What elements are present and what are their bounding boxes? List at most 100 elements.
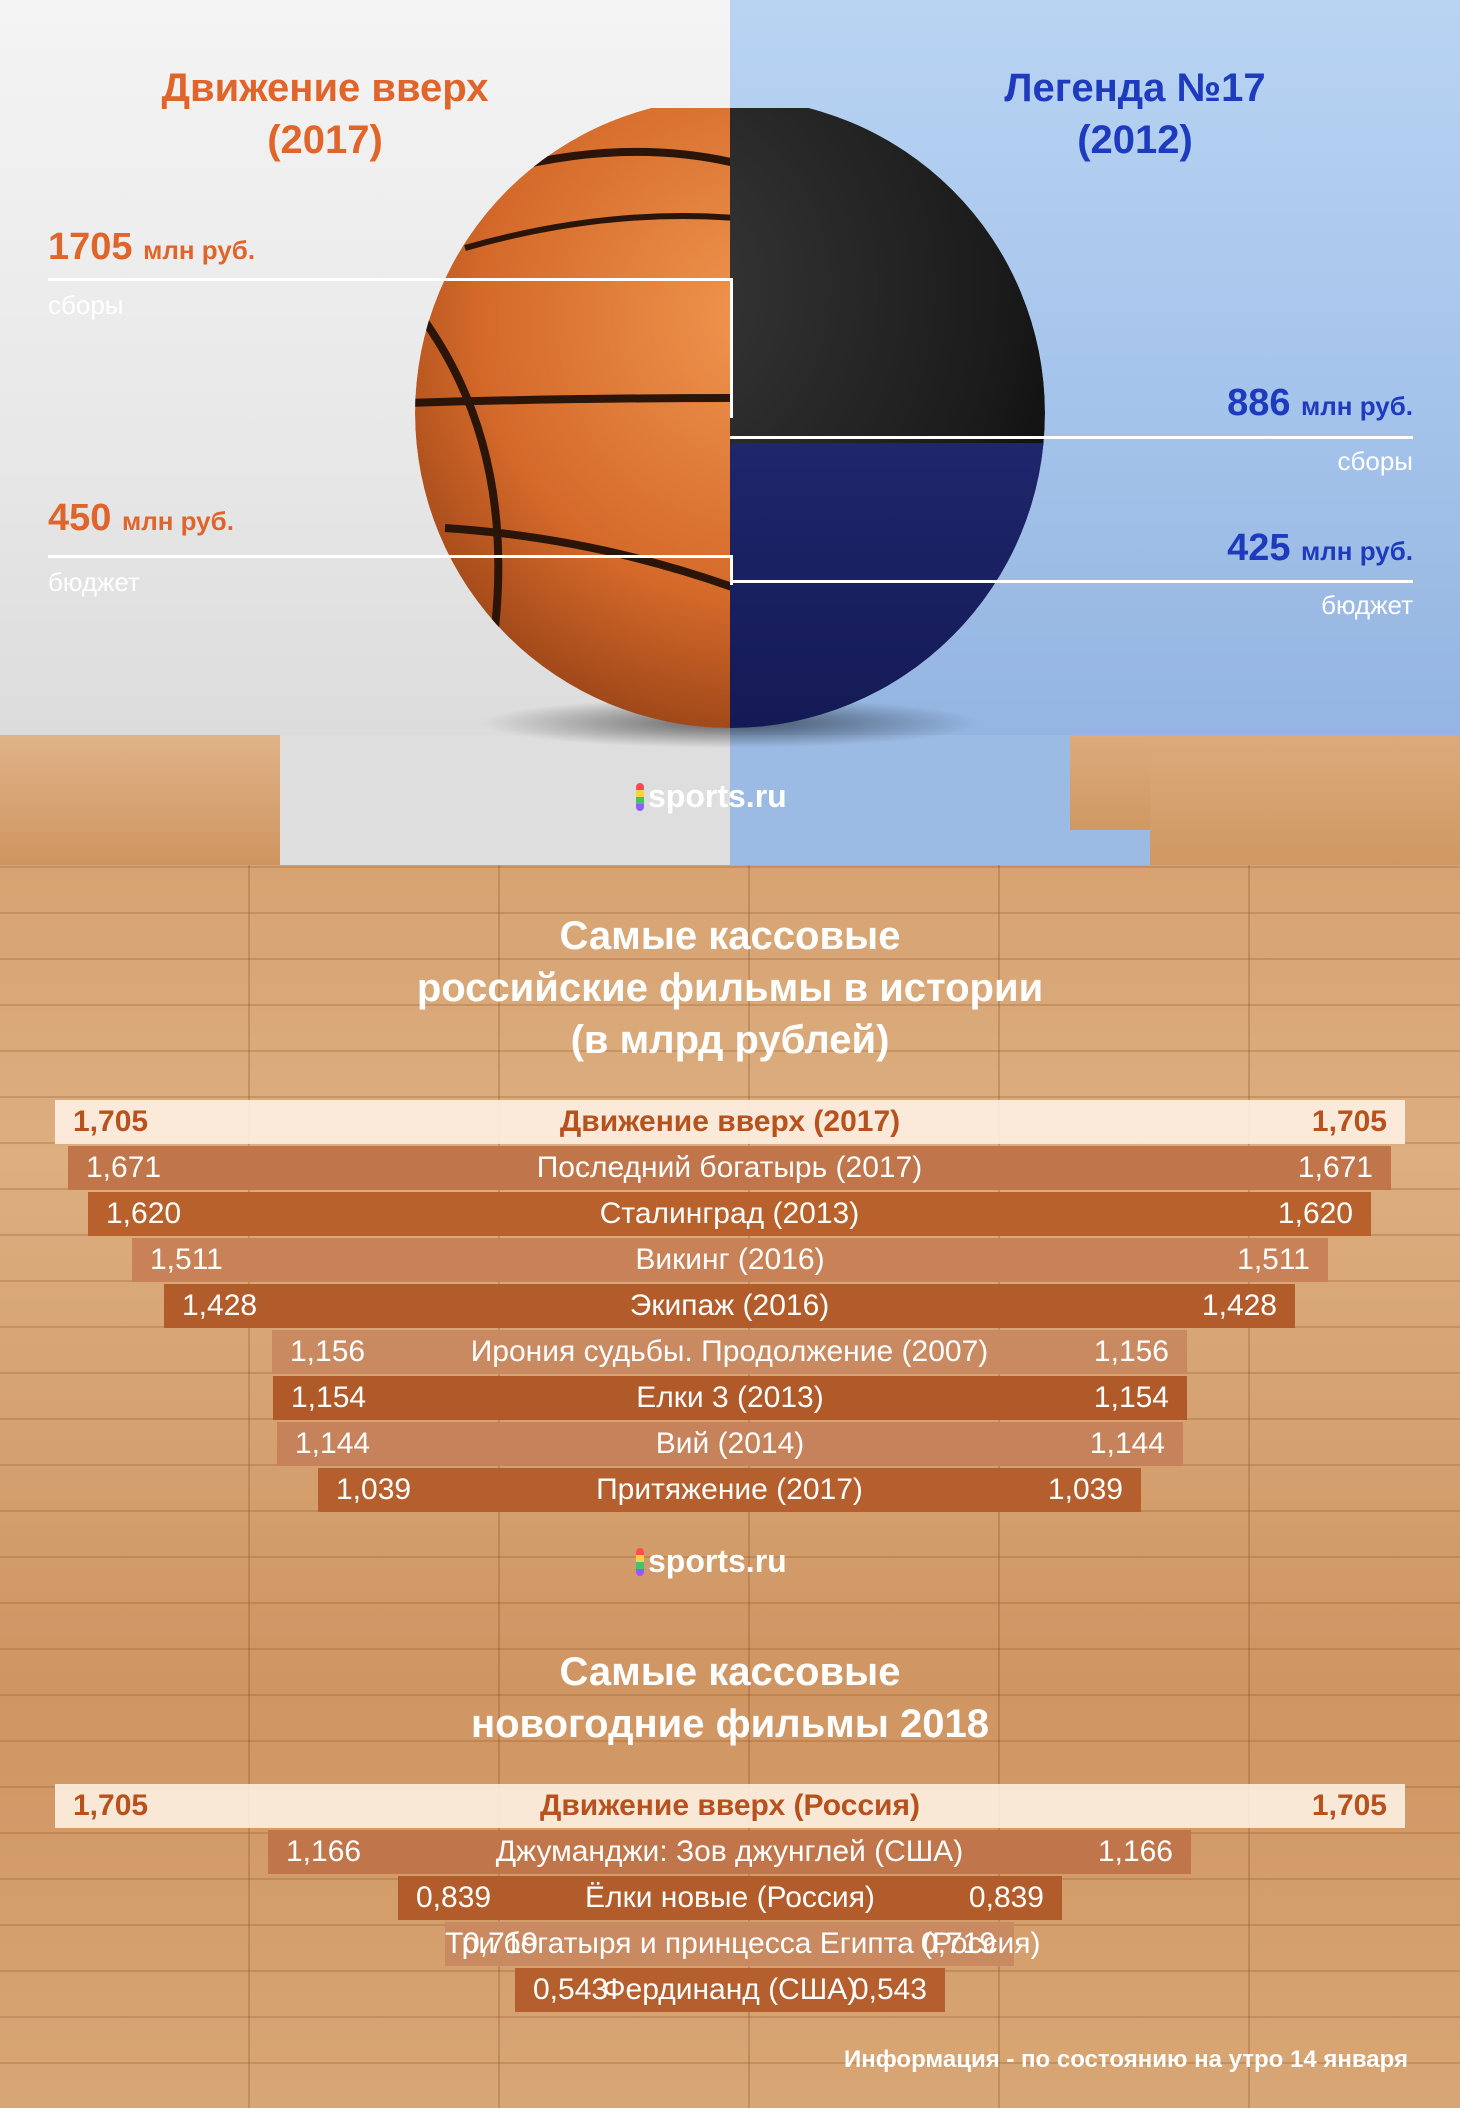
right-panel-lower [730, 735, 1070, 865]
left-box-office-label: сборы [48, 290, 124, 320]
chart-bar: Три богатыря и принцесса Египта (Россия)… [445, 1922, 1041, 1966]
bar-value-left: 1,620 [106, 1197, 182, 1230]
right-box-office: 886 млн руб. [1227, 382, 1413, 425]
floor-notch-right [1150, 735, 1460, 865]
sports-ru-logo: sports.ru [636, 778, 787, 815]
chart1-title: Самые кассовые российские фильмы в истор… [0, 910, 1460, 1066]
chart2-title: Самые кассовые новогодние фильмы 2018 [0, 1646, 1460, 1750]
right-box-office-value: 886 [1227, 382, 1291, 424]
bar-value-right: 1,428 [1201, 1289, 1277, 1322]
footnote: Информация - по состоянию на утро 14 янв… [843, 2046, 1408, 2073]
left-film-title: Движение вверх (2017) [25, 62, 625, 166]
bar-value-right: 0,719 [920, 1927, 996, 1960]
left-budget-label: бюджет [48, 567, 140, 597]
bar-value-left: 0,839 [416, 1881, 492, 1914]
chart2-title-line2: новогодние фильмы 2018 [470, 1702, 990, 1746]
logo-text-2: sports.ru [648, 1543, 787, 1579]
chart1-title-line1: Самые кассовые [559, 914, 901, 958]
right-film-title: Легенда №17 (2012) [835, 62, 1435, 166]
bar-value-left: 1,511 [150, 1243, 223, 1276]
bar-value-right: 1,144 [1089, 1427, 1165, 1460]
right-box-office-label: сборы [1337, 446, 1414, 476]
left-box-office-vline [730, 278, 733, 418]
bar-category-label: Притяжение (2017) [596, 1473, 863, 1506]
left-box-office-line [48, 278, 733, 281]
bar-category-label: Экипаж (2016) [629, 1289, 830, 1322]
right-budget-label: бюджет [1321, 590, 1413, 620]
bar-value-right: 1,705 [1311, 1105, 1387, 1138]
bar-category-label: Сталинград (2013) [599, 1197, 860, 1230]
chart-bar: Последний богатырь (2017) 1,671 1,671 [68, 1146, 1391, 1190]
right-film-title-line1: Легенда №17 [1004, 66, 1266, 110]
left-box-office-unit: млн руб. [143, 235, 256, 265]
bar-category-label: Три богатыря и принцесса Египта (Россия) [445, 1927, 1041, 1960]
logo-text: sports.ru [648, 778, 787, 814]
left-box-office-value: 1705 [48, 226, 133, 268]
bar-value-left: 0,543 [533, 1973, 609, 2006]
left-panel-lower [280, 735, 730, 865]
chart-bar: Движение вверх (2017) 1,705 1,705 [55, 1100, 1405, 1144]
bar-category-label: Ирония судьбы. Продолжение (2007) [470, 1335, 989, 1368]
floor-notch-left [0, 735, 280, 865]
left-box-office: 1705 млн руб. [48, 226, 255, 269]
bar-category-label: Джуманджи: Зов джунглей (США) [495, 1835, 964, 1868]
left-budget-line [48, 555, 733, 558]
chart-bar: Викинг (2016) 1,511 1,511 [132, 1238, 1328, 1282]
chart-bar: Фердинанд (США) 0,543 0,543 [515, 1968, 945, 2012]
bar-value-right: 1,511 [1237, 1243, 1310, 1276]
bar-category-label: Фердинанд (США) [602, 1973, 858, 2006]
chart-bar: Вий (2014) 1,144 1,144 [277, 1422, 1183, 1466]
chart-bar: Ирония судьбы. Продолжение (2007) 1,156 1,… [272, 1330, 1187, 1374]
logo-dots-icon-2 [636, 1548, 644, 1576]
right-budget-value: 425 [1227, 527, 1291, 569]
chart-bar: Джуманджи: Зов джунглей (США) 1,166 1,166 [268, 1830, 1191, 1874]
bar-value-right: 1,620 [1277, 1197, 1353, 1230]
right-budget-unit: млн руб. [1301, 536, 1413, 566]
bar-value-left: 1,705 [73, 1105, 149, 1138]
right-budget-line [730, 580, 1413, 583]
left-film-title-line2: (2017) [267, 118, 383, 162]
bar-category-label: Викинг (2016) [635, 1243, 825, 1276]
left-budget-vline [730, 555, 733, 585]
right-film-title-line2: (2012) [1077, 118, 1193, 162]
left-budget: 450 млн руб. [48, 497, 234, 540]
bar-value-left: 1,166 [286, 1835, 362, 1868]
chart-bar: Елки 3 (2013) 1,154 1,154 [273, 1376, 1187, 1420]
chart-bar: Движение вверх (Россия) 1,705 1,705 [55, 1784, 1405, 1828]
chart-bar: Ёлки новые (Россия) 0,839 0,839 [398, 1876, 1062, 1920]
bar-category-label: Ёлки новые (Россия) [585, 1881, 875, 1914]
bar-value-left: 1,154 [291, 1381, 367, 1414]
bar-value-right: 0,543 [851, 1973, 927, 2006]
right-budget: 425 млн руб. [1227, 527, 1413, 570]
right-panel-lower-step [1070, 830, 1150, 865]
bar-value-right: 1,039 [1047, 1473, 1123, 1506]
left-budget-value: 450 [48, 497, 112, 539]
floor-notch-right-step [1070, 735, 1150, 830]
right-box-office-line [730, 436, 1413, 439]
bar-category-label: Последний богатырь (2017) [536, 1151, 923, 1184]
bar-category-label: Движение вверх (2017) [559, 1105, 901, 1138]
bar-value-left: 1,144 [295, 1427, 371, 1460]
chart-bar: Экипаж (2016) 1,428 1,428 [164, 1284, 1295, 1328]
bar-value-left: 1,671 [86, 1151, 162, 1184]
bar-value-left: 1,156 [290, 1335, 366, 1368]
left-budget-unit: млн руб. [121, 506, 234, 536]
chart-bar: Притяжение (2017) 1,039 1,039 [318, 1468, 1141, 1512]
bar-value-right: 1,705 [1311, 1789, 1387, 1822]
bar-value-right: 1,154 [1093, 1381, 1169, 1414]
bar-value-right: 1,156 [1093, 1335, 1169, 1368]
bar-value-right: 1,671 [1297, 1151, 1373, 1184]
bar-value-left: 0,719 [463, 1927, 539, 1960]
bar-value-left: 1,039 [336, 1473, 412, 1506]
bar-value-right: 1,166 [1097, 1835, 1173, 1868]
bar-value-right: 0,839 [968, 1881, 1044, 1914]
left-film-title-line1: Движение вверх [161, 66, 489, 110]
bar-value-left: 1,428 [182, 1289, 258, 1322]
bar-category-label: Вий (2014) [655, 1427, 805, 1460]
right-box-office-unit: млн руб. [1301, 391, 1413, 421]
bar-value-left: 1,705 [73, 1789, 149, 1822]
chart-bar: Сталинград (2013) 1,620 1,620 [88, 1192, 1371, 1236]
bar-category-label: Елки 3 (2013) [636, 1381, 824, 1414]
bar-category-label: Движение вверх (Россия) [539, 1789, 920, 1822]
logo-dots-icon [636, 783, 644, 811]
